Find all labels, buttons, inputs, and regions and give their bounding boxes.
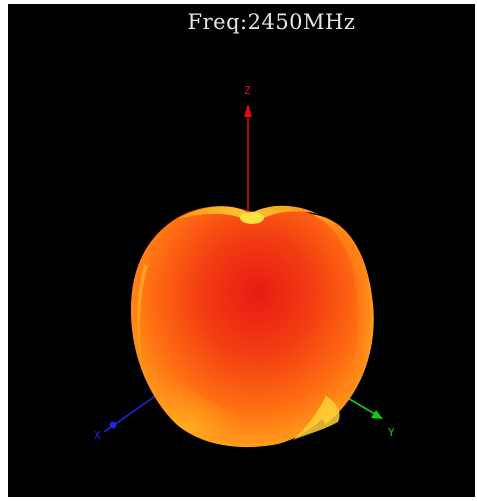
x-axis-label: X <box>94 429 101 442</box>
y-axis-label: Y <box>388 426 395 439</box>
3d-radiation-pattern-viewport[interactable]: Freq:2450MHz <box>8 4 475 497</box>
y-axis: Y <box>345 396 395 439</box>
z-axis: Z <box>244 84 252 216</box>
x-axis: X <box>94 393 159 442</box>
z-axis-label: Z <box>244 84 251 97</box>
radiation-pattern-scene[interactable]: Z X Y <box>8 4 475 497</box>
radiation-pattern-surface <box>130 205 374 448</box>
frequency-label: Freq:2450MHz <box>187 10 356 34</box>
